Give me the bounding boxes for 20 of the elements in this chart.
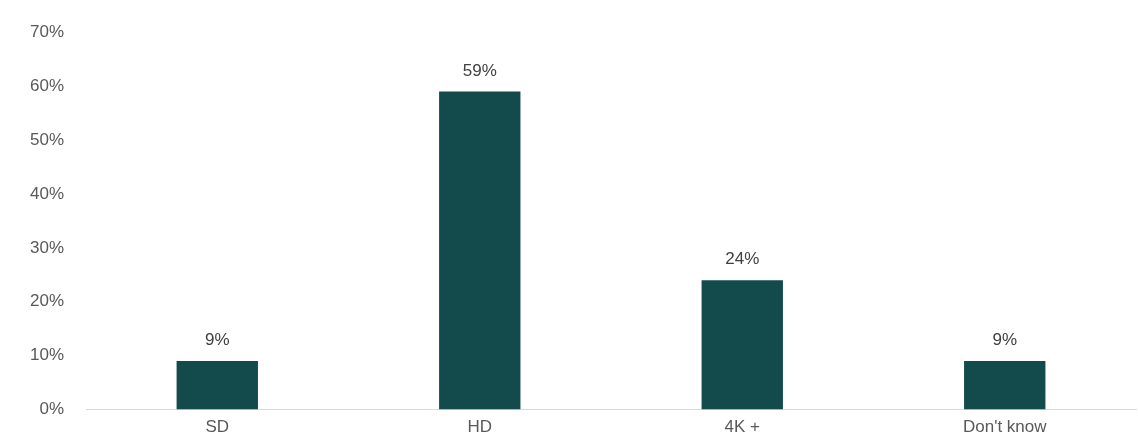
y-tick-label: 40% <box>29 183 65 203</box>
y-tick-label: 60% <box>29 75 65 95</box>
data-label: 24% <box>725 249 760 269</box>
y-tick-label: 50% <box>29 129 65 149</box>
x-tick-label: HD <box>467 417 493 437</box>
y-tick-label: 10% <box>29 345 65 365</box>
y-tick-label: 30% <box>29 237 65 257</box>
data-label: 59% <box>462 60 497 80</box>
x-tick-label: 4K + <box>724 417 761 437</box>
bar <box>964 361 1046 410</box>
data-label: 9% <box>204 330 230 350</box>
x-tick-label: Don't know <box>962 417 1048 437</box>
y-tick-label: 0% <box>39 399 65 419</box>
x-tick-label: SD <box>205 417 230 437</box>
y-tick-label: 20% <box>29 291 65 311</box>
bar <box>701 280 783 410</box>
y-tick-label: 70% <box>29 21 65 41</box>
bar <box>176 361 258 410</box>
bar <box>439 91 521 410</box>
data-label: 9% <box>992 330 1018 350</box>
